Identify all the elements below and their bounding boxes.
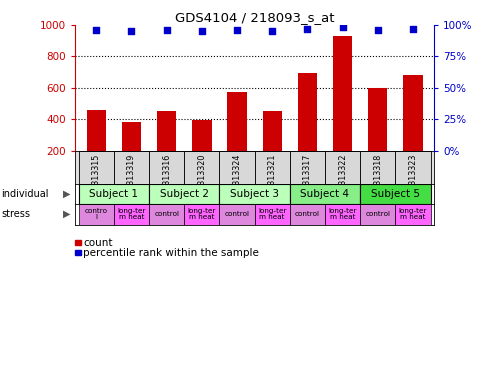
Point: [92, 27, 100, 33]
Bar: [78, 204, 114, 225]
Point: [338, 25, 346, 31]
Text: control: control: [294, 211, 319, 217]
Bar: [184, 151, 219, 184]
Bar: [254, 151, 289, 184]
Bar: [78, 151, 114, 184]
Text: long-ter
m heat: long-ter m heat: [257, 208, 286, 220]
Bar: [360, 204, 394, 225]
Text: Subject 5: Subject 5: [370, 189, 419, 199]
Text: GSM313316: GSM313316: [162, 153, 171, 202]
Bar: [360, 151, 394, 184]
Text: GSM313320: GSM313320: [197, 153, 206, 202]
Bar: [157, 111, 176, 151]
Bar: [87, 110, 106, 151]
Bar: [403, 75, 422, 151]
Bar: [367, 88, 387, 151]
Text: long-ter
m heat: long-ter m heat: [187, 208, 216, 220]
Text: GSM313319: GSM313319: [127, 153, 136, 202]
Bar: [254, 204, 289, 225]
Bar: [360, 184, 430, 204]
Bar: [297, 73, 317, 151]
Bar: [149, 204, 184, 225]
Text: Subject 4: Subject 4: [300, 189, 349, 199]
Text: GSM313318: GSM313318: [373, 153, 381, 202]
Bar: [227, 92, 246, 151]
Bar: [184, 204, 219, 225]
Text: ▶: ▶: [63, 189, 70, 199]
Bar: [149, 184, 219, 204]
Bar: [262, 111, 281, 151]
Bar: [114, 151, 149, 184]
Text: long-ter
m heat: long-ter m heat: [117, 208, 145, 220]
Text: Subject 3: Subject 3: [229, 189, 279, 199]
Point: [408, 26, 416, 32]
Text: GSM313324: GSM313324: [232, 153, 241, 202]
Point: [233, 27, 241, 33]
Text: long-ter
m heat: long-ter m heat: [398, 208, 426, 220]
Bar: [121, 122, 141, 151]
Bar: [219, 204, 254, 225]
Text: control: control: [224, 211, 249, 217]
Text: GSM313322: GSM313322: [337, 153, 347, 202]
Bar: [289, 204, 324, 225]
Bar: [289, 151, 324, 184]
Text: GSM313323: GSM313323: [408, 153, 417, 202]
Point: [127, 28, 135, 34]
Bar: [78, 184, 149, 204]
Text: long-ter
m heat: long-ter m heat: [328, 208, 356, 220]
Bar: [394, 204, 430, 225]
Text: ▶: ▶: [63, 209, 70, 219]
Bar: [324, 204, 360, 225]
Title: GDS4104 / 218093_s_at: GDS4104 / 218093_s_at: [175, 11, 333, 24]
Bar: [192, 120, 211, 151]
Point: [268, 28, 275, 34]
Text: percentile rank within the sample: percentile rank within the sample: [83, 248, 259, 258]
Text: GSM313315: GSM313315: [91, 153, 101, 202]
Bar: [324, 151, 360, 184]
Bar: [219, 151, 254, 184]
Text: individual: individual: [1, 189, 48, 199]
Text: control: control: [364, 211, 390, 217]
Bar: [114, 204, 149, 225]
Text: GSM313321: GSM313321: [267, 153, 276, 202]
Bar: [219, 184, 289, 204]
Text: contro
l: contro l: [85, 208, 107, 220]
Point: [163, 27, 170, 33]
Bar: [289, 184, 360, 204]
Text: GSM313317: GSM313317: [302, 153, 311, 202]
Point: [373, 27, 381, 33]
Text: Subject 2: Subject 2: [159, 189, 208, 199]
Bar: [332, 36, 351, 151]
Bar: [149, 151, 184, 184]
Text: stress: stress: [1, 209, 30, 219]
Bar: [394, 151, 430, 184]
Text: Subject 1: Subject 1: [89, 189, 138, 199]
Point: [197, 28, 205, 34]
Point: [303, 26, 311, 32]
Text: count: count: [83, 238, 113, 248]
Text: control: control: [154, 211, 179, 217]
